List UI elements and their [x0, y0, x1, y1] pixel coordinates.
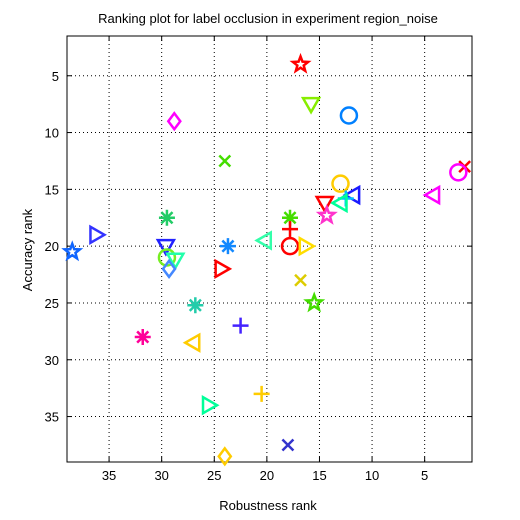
x-tick-label: 20	[260, 468, 274, 483]
data-point-star	[289, 52, 312, 74]
x-tick-label: 5	[421, 468, 428, 483]
x-tick-label: 25	[207, 468, 221, 483]
data-point-asterisk	[219, 238, 236, 255]
data-point-star	[61, 240, 84, 262]
x-tick-label: 35	[102, 468, 116, 483]
data-point-diamond	[161, 258, 177, 279]
data-point-circle	[280, 236, 300, 256]
y-tick-label: 5	[52, 69, 59, 84]
data-point-circle	[449, 163, 468, 182]
data-point-diamond	[217, 446, 233, 467]
y-tick-label: 20	[45, 239, 59, 254]
data-point-triangle-down	[300, 96, 322, 115]
data-point-plus	[282, 221, 299, 238]
x-axis-label: Robustness rank	[219, 498, 317, 513]
data-point-triangle-left	[329, 192, 348, 214]
y-tick-label: 10	[45, 126, 59, 141]
y-tick-label: 35	[45, 410, 59, 425]
data-point-triangle-left	[422, 184, 441, 206]
data-point-x	[218, 154, 232, 168]
data-point-plus	[232, 317, 249, 334]
data-point-diamond	[166, 111, 182, 132]
data-point-x	[294, 273, 307, 287]
data-point-triangle-left	[182, 332, 201, 353]
x-tick-label: 10	[365, 468, 379, 483]
x-tick-label: 15	[312, 468, 326, 483]
y-tick-label: 15	[45, 182, 59, 197]
data-point-x	[281, 438, 295, 452]
data-point-circle	[339, 106, 359, 125]
data-point-star	[303, 291, 326, 313]
y-axis-label: Accuracy rank	[20, 208, 35, 291]
data-points	[61, 52, 472, 467]
data-point-triangle-right	[298, 236, 317, 257]
data-point-asterisk	[282, 209, 299, 226]
data-point-star	[315, 203, 338, 225]
data-point-asterisk	[158, 209, 175, 226]
axis-ticks: 35 30 25 20 15 10 5 5 10 15 20 25 30 35	[45, 36, 472, 483]
data-point-triangle-right	[214, 258, 233, 280]
y-tick-label: 30	[45, 353, 59, 368]
data-point-asterisk	[134, 329, 151, 346]
data-point-triangle-right	[201, 395, 220, 416]
data-point-triangle-down	[314, 195, 335, 214]
data-point-triangle-left	[254, 230, 273, 251]
data-point-plus	[253, 385, 270, 402]
x-tick-label: 30	[154, 468, 168, 483]
y-tick-label: 25	[45, 296, 59, 311]
data-point-triangle-down	[155, 238, 177, 257]
data-point-asterisk	[187, 297, 204, 314]
data-point-triangle-down	[165, 252, 186, 271]
chart-title: Ranking plot for label occlusion in expe…	[98, 11, 438, 26]
data-point-triangle-right	[89, 224, 107, 245]
data-point-circle	[331, 174, 350, 193]
